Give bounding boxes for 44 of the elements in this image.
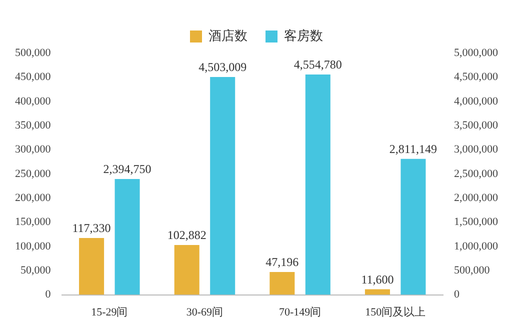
data-label: 4,503,009 xyxy=(198,60,247,74)
bar xyxy=(270,272,295,295)
data-label: 11,600 xyxy=(361,272,394,286)
x-tick-label: 15-29间 xyxy=(91,306,128,318)
y-tick-label: 200,000 xyxy=(15,192,52,204)
bar xyxy=(364,289,390,295)
y-tick-label: 400,000 xyxy=(15,95,52,108)
data-label: 2,811,149 xyxy=(389,142,437,156)
y-tick-label: 250,000 xyxy=(15,168,52,180)
x-tick-label: 150间及以上 xyxy=(365,305,426,318)
y-tick-label: 150,000 xyxy=(15,216,52,228)
data-label: 102,882 xyxy=(167,228,206,242)
bar xyxy=(174,245,200,295)
bar xyxy=(400,158,426,295)
x-tick-label: 70-149间 xyxy=(278,306,322,318)
y2-tick-label: 3,500,000 xyxy=(454,119,498,132)
bar xyxy=(210,77,236,295)
y2-tick-label: 2,000,000 xyxy=(454,192,498,204)
y-tick-label: 500,000 xyxy=(15,46,52,59)
y2-tick-label: 4,500,000 xyxy=(454,71,498,84)
y2-tick-label: 1,000,000 xyxy=(454,240,498,252)
bar xyxy=(79,238,104,295)
y-tick-label: 300,000 xyxy=(15,144,52,156)
data-label: 2,394,750 xyxy=(103,162,152,176)
data-label: 117,330 xyxy=(72,221,111,236)
y-tick-label: 350,000 xyxy=(15,119,52,132)
y2-tick-label: 3,000,000 xyxy=(454,144,498,156)
y-tick-label: 0 xyxy=(45,288,52,301)
y-tick-label: 50,000 xyxy=(20,264,52,277)
legend-label: 酒店数 xyxy=(208,28,248,44)
y2-tick-label: 500,000 xyxy=(454,264,490,277)
y-tick-label: 100,000 xyxy=(15,240,52,252)
data-label: 4,554,780 xyxy=(294,58,342,72)
bar xyxy=(305,74,330,295)
bar xyxy=(114,178,140,295)
data-label: 47,196 xyxy=(266,255,299,270)
y-tick-label: 450,000 xyxy=(15,71,52,84)
y2-tick-label: 2,500,000 xyxy=(454,168,498,180)
y2-tick-label: 1,500,000 xyxy=(454,216,498,228)
legend-label: 客房数 xyxy=(284,28,323,44)
x-tick-label: 30-69间 xyxy=(186,306,224,318)
y2-tick-label: 5,000,000 xyxy=(454,46,498,59)
y2-tick-label: 0 xyxy=(454,288,460,301)
y2-tick-label: 4,000,000 xyxy=(454,95,498,108)
